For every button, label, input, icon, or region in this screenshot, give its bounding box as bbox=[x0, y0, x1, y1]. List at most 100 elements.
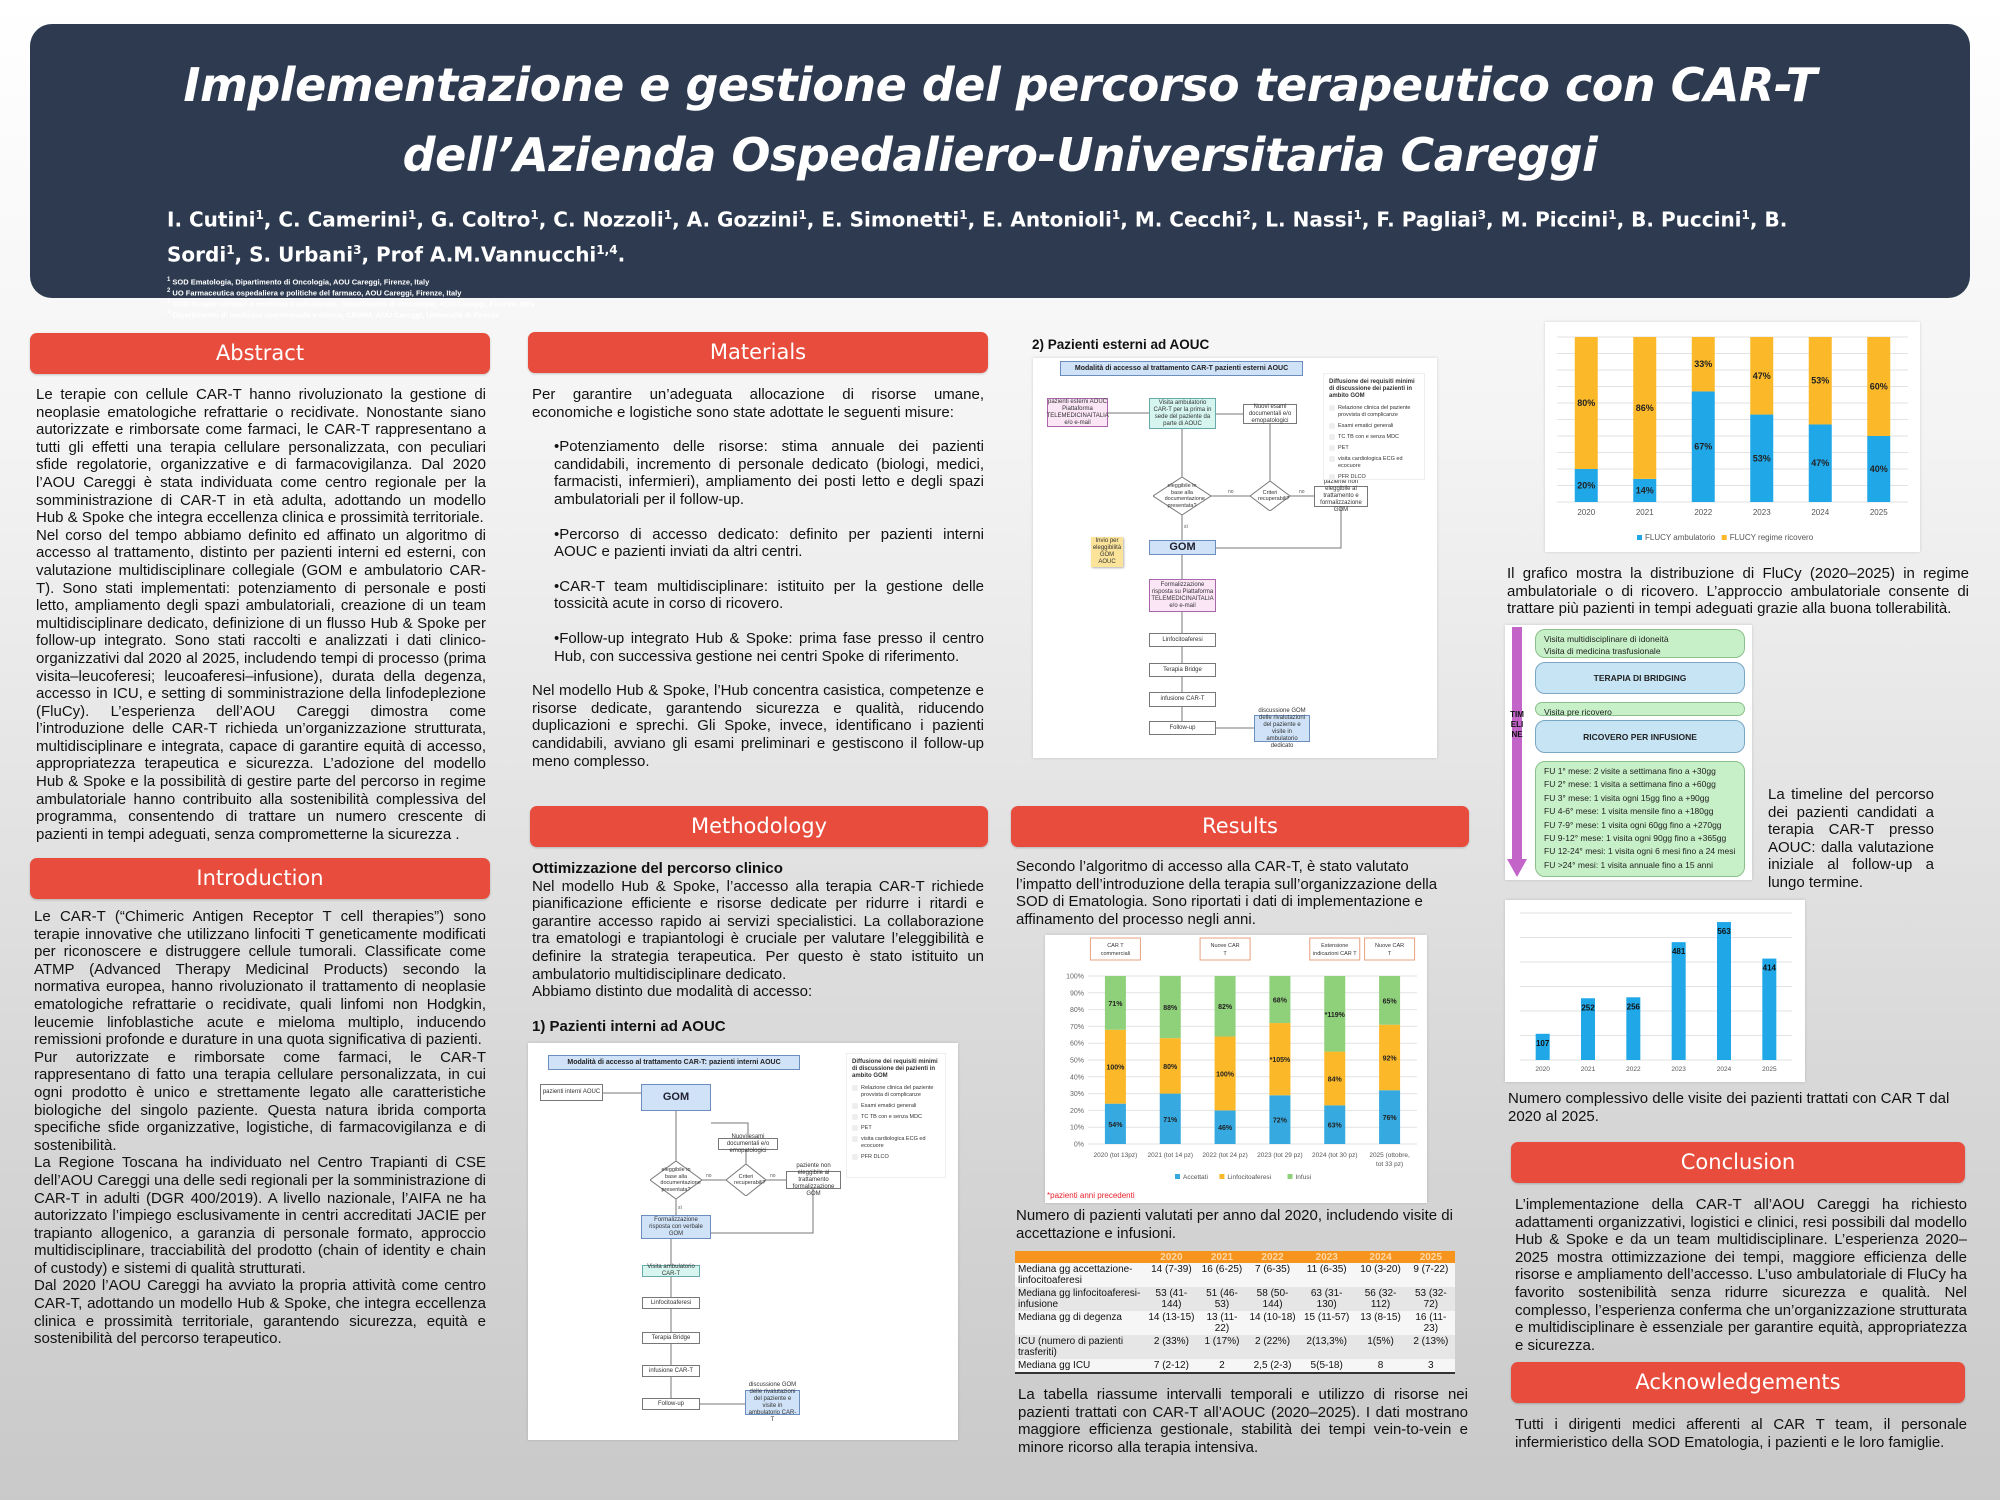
table-cell: 13 (8-15) bbox=[1354, 1311, 1407, 1335]
materials-bullet: •CAR-T team multidisciplinare: istituito… bbox=[554, 577, 984, 613]
data-label: 107 bbox=[1536, 1039, 1550, 1048]
requirement-item: PET bbox=[852, 1125, 872, 1132]
table-cell: Mediana gg accettazione-linfocitoaferesi bbox=[1015, 1263, 1145, 1287]
requirement-item: PFR DLCO bbox=[852, 1154, 889, 1161]
legend-swatch bbox=[1219, 1174, 1225, 1179]
table-caption: La tabella riassume intervalli temporali… bbox=[1018, 1386, 1468, 1456]
x-tick-label: 2020 bbox=[1577, 508, 1595, 517]
y-tick-label: 10% bbox=[1070, 1125, 1084, 1132]
timeline-step-text: RICOVERO PER INFUSIONE bbox=[1583, 731, 1697, 742]
author-affiliation-number: 1 bbox=[798, 208, 807, 222]
flowchart-edge-label: sì bbox=[678, 1205, 683, 1211]
data-label: 71% bbox=[1108, 1001, 1123, 1008]
materials-bullet: •Percorso di accesso dedicato: definito … bbox=[554, 525, 984, 561]
decision-diamond: eleggibile in base alla documentazione p… bbox=[1153, 477, 1211, 515]
bar-segment-flucy-regime-ricovero bbox=[1691, 337, 1715, 392]
data-label: *119% bbox=[1325, 1012, 1346, 1019]
table-column-header: 2025 bbox=[1406, 1251, 1455, 1263]
data-label: 72% bbox=[1273, 1118, 1288, 1125]
author-affiliation-number: 1 bbox=[408, 208, 417, 222]
sticky-note: Invio per eleggibilità GOM AOUC bbox=[1091, 537, 1123, 567]
affiliation-text: SOD Ematologia, Dipartimento di Oncologi… bbox=[170, 277, 430, 287]
author-name: M. Piccini bbox=[1500, 207, 1609, 232]
x-tick-label: 2021 bbox=[1636, 508, 1654, 517]
methodology-text: Ottimizzazione del percorso clinico Nel … bbox=[532, 860, 984, 1035]
diamond-outline bbox=[1153, 477, 1211, 515]
table-cell: 2 (33%) bbox=[1145, 1335, 1198, 1359]
external-access-flowchart: no no sì Modalità di accesso al trattamento… bbox=[1033, 358, 1437, 758]
internal-patients-heading: 1) Pazienti interni ad AOUC bbox=[532, 1017, 726, 1035]
timeline-step-text: FU 3° mese: 1 visita ogni 15gg fino a +9… bbox=[1544, 792, 1710, 803]
formalization-node: Formalizzazione risposta con verbale GOM bbox=[641, 1215, 711, 1239]
timeline-step-text: Visita pre ricovero bbox=[1544, 707, 1612, 717]
new-exams-node: Nuovi esami documentali e/o emopatologic… bbox=[1243, 404, 1297, 424]
y-tick-label: 50% bbox=[1070, 1058, 1084, 1065]
legend-swatch bbox=[1721, 535, 1727, 540]
requirement-item: PET bbox=[1329, 445, 1349, 452]
flowchart-arrow bbox=[711, 1122, 749, 1138]
table-cell: 10 (3-20) bbox=[1354, 1263, 1407, 1287]
flowchart-step: Terapia Bridge bbox=[642, 1332, 700, 1344]
data-label: 20% bbox=[1577, 481, 1595, 491]
materials-bullet: •Follow-up integrato Hub & Spoke: prima … bbox=[554, 629, 984, 665]
x-tick-label: 2022 bbox=[1694, 508, 1712, 517]
x-tick-label: 2023 bbox=[1753, 508, 1771, 517]
requirements-title: Diffusione dei requisiti minimi di discu… bbox=[852, 1059, 938, 1079]
data-label: 252 bbox=[1581, 1003, 1595, 1012]
visits-bar bbox=[1762, 958, 1777, 1060]
legend-label: FLUCY regime ricovero bbox=[1730, 533, 1814, 542]
materials-heading: Materials bbox=[528, 332, 988, 373]
timeline-step-text: TERAPIA DI BRIDGING bbox=[1593, 673, 1687, 683]
flowchart-edge-label: no bbox=[706, 1173, 712, 1179]
table-cell: 53 (41-144) bbox=[1145, 1287, 1198, 1311]
start-node: pazienti esterni AOUC Piattaforma TELEME… bbox=[1046, 398, 1109, 427]
visits-bar bbox=[1671, 942, 1686, 1060]
decision-diamond: Criteri recuperabili? bbox=[1250, 481, 1290, 511]
poster-header: Implementazione e gestione del percorso … bbox=[30, 24, 1970, 320]
bar-segment-linfocitoaferesi bbox=[1104, 1029, 1126, 1104]
author-name: L. Nassi bbox=[1265, 207, 1354, 232]
annotation-text: Estensione bbox=[1321, 943, 1348, 949]
x-tick-label: 2025 (ottobre, bbox=[1369, 1152, 1410, 1159]
bar-segment-accettati bbox=[1159, 1093, 1181, 1144]
table-cell: 2(13,3%) bbox=[1298, 1335, 1355, 1359]
bar-segment-flucy-regime-ricovero bbox=[1574, 337, 1598, 469]
bar-segment-infusi bbox=[1104, 976, 1126, 1030]
author-affiliation-number: 1 bbox=[226, 242, 235, 257]
table-cell: 58 (50-144) bbox=[1246, 1287, 1299, 1311]
flowchart-title: Modalità di accesso al trattamento CAR-T… bbox=[1060, 361, 1303, 376]
flucy-stacked-bar-chart: 20% 80% 2020 14% 86% 2021 67% 33% 2022 53% 47% 2023… bbox=[1557, 336, 1908, 542]
diamond-outline bbox=[650, 1161, 702, 1199]
data-label: 63% bbox=[1328, 1123, 1343, 1130]
flowchart-connectors: no no sì bbox=[1108, 412, 1342, 729]
bar-segment-flucy-ambulatorio bbox=[1750, 414, 1774, 502]
requirement-item: visita cardiologica ECG ed ecocuore bbox=[1329, 456, 1419, 470]
methodology-heading: Methodology bbox=[530, 806, 988, 847]
visits-bar bbox=[1626, 997, 1641, 1060]
methodology-paragraph: Abbiamo distinto due modalità di accesso… bbox=[532, 983, 813, 1001]
decision-text: eleggibile in base alla documentazione p… bbox=[660, 1167, 701, 1193]
legend-label: Infusi bbox=[1296, 1174, 1312, 1181]
table-column-header: 2023 bbox=[1298, 1251, 1355, 1263]
requirement-item: Relazione clinica del paziente provvista… bbox=[1329, 405, 1419, 419]
legend-swatch bbox=[1287, 1174, 1293, 1179]
flucy-caption: Il grafico mostra la distribuzione di Fl… bbox=[1507, 565, 1969, 618]
author-name: E. Antonioli bbox=[982, 207, 1112, 232]
table-cell: 14 (10-18) bbox=[1246, 1311, 1299, 1335]
x-tick-label: 2020 bbox=[1535, 1066, 1550, 1073]
table-cell: 7 (6-35) bbox=[1246, 1263, 1299, 1287]
data-label: 256 bbox=[1627, 1002, 1641, 1011]
legend-label: FLUCY ambulatorio bbox=[1645, 533, 1716, 542]
bar-segment-linfocitoaferesi bbox=[1324, 1051, 1346, 1106]
affiliation: 4 Dipartimento di medicina sperimentale … bbox=[167, 309, 535, 320]
results-heading: Results bbox=[1011, 806, 1469, 847]
timeline-arrow-icon bbox=[1507, 627, 1527, 877]
data-label: 68% bbox=[1273, 998, 1288, 1005]
affiliation-text: UO Farmaceutica ospedaliera e politiche … bbox=[170, 288, 462, 298]
timeline-step-text: Visita di medicina trasfusionale bbox=[1544, 646, 1661, 656]
author-name: Prof A.M.Vannucchi bbox=[376, 242, 597, 267]
gom-node: GOM bbox=[641, 1084, 711, 1111]
timeline-step: RICOVERO PER INFUSIONE bbox=[1535, 720, 1745, 753]
affiliation-text: SOD Terapie cellulari e medicina trasfus… bbox=[170, 299, 536, 309]
data-label: 414 bbox=[1763, 964, 1777, 973]
